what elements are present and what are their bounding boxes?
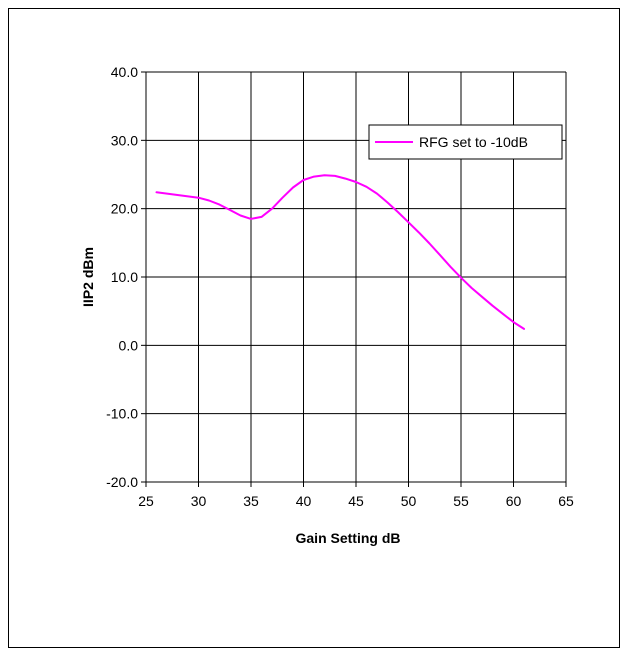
legend: RFG set to -10dB bbox=[368, 124, 563, 160]
series-layer bbox=[155, 174, 525, 330]
x-tick-label: 50 bbox=[401, 493, 417, 509]
chart-frame: 25 30 35 40 45 50 55 60 65 -20.0 -10.0 0.0 10.0 20.0 3… bbox=[8, 8, 620, 648]
legend-label: RFG set to -10dB bbox=[419, 134, 528, 150]
line-chart: 25 30 35 40 45 50 55 60 65 -20.0 -10.0 0.0 10.0 20.0 3… bbox=[80, 64, 574, 546]
x-tick-label: 40 bbox=[296, 493, 312, 509]
x-axis-title: Gain Setting dB bbox=[296, 530, 401, 546]
ticks: 25 30 35 40 45 50 55 60 65 -20.0 -10.0 0.0 10.0 20.0 3… bbox=[106, 64, 574, 509]
y-axis-title: IIP2 dBm bbox=[80, 247, 96, 307]
y-tick-label: -10.0 bbox=[106, 406, 138, 422]
y-tick-label: -20.0 bbox=[106, 474, 138, 490]
y-tick-label: 40.0 bbox=[111, 64, 138, 80]
y-tick-label: 0.0 bbox=[119, 337, 139, 353]
x-tick-label: 65 bbox=[558, 493, 574, 509]
y-tick-label: 30.0 bbox=[111, 132, 138, 148]
x-tick-label: 30 bbox=[191, 493, 207, 509]
y-tick-label: 20.0 bbox=[111, 201, 138, 217]
x-tick-label: 25 bbox=[138, 493, 154, 509]
x-tick-label: 55 bbox=[453, 493, 469, 509]
x-tick-label: 45 bbox=[348, 493, 364, 509]
y-tick-label: 10.0 bbox=[111, 269, 138, 285]
x-tick-label: 60 bbox=[506, 493, 522, 509]
x-tick-label: 35 bbox=[243, 493, 259, 509]
series-line bbox=[155, 174, 525, 330]
